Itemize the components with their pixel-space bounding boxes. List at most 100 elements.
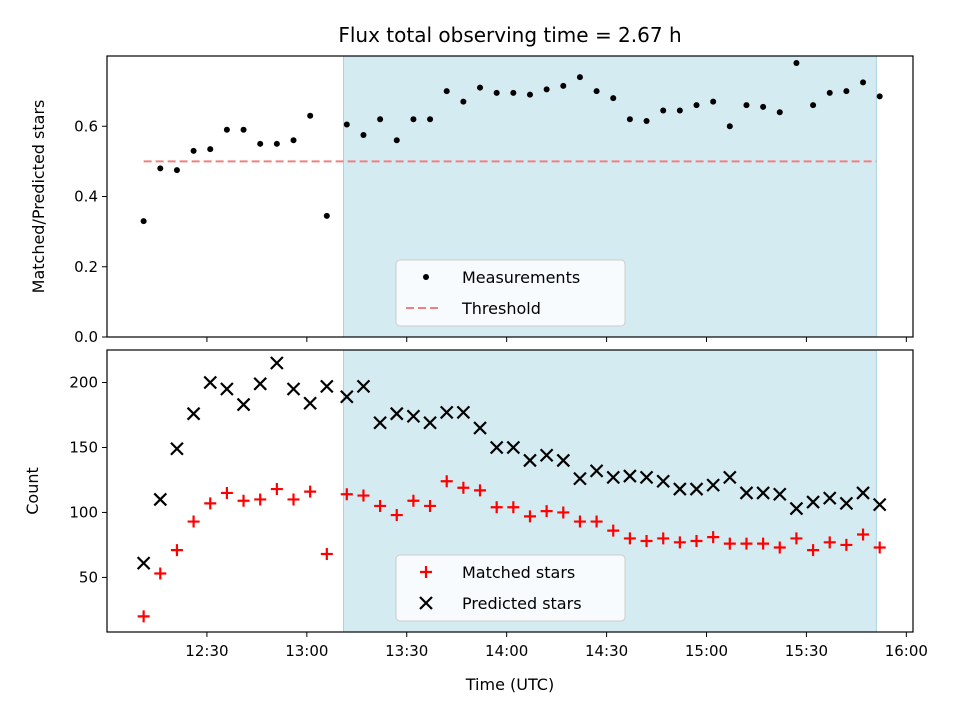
data-point	[507, 501, 520, 514]
y-axis-label: Matched/Predicted stars	[29, 100, 48, 294]
panels: 0.0 0.2 0.4 0.6 Matched/Predicted stars Measu…	[23, 55, 928, 660]
data-point	[623, 469, 637, 483]
y-tick-label: 0.2	[74, 258, 98, 276]
legend-box	[395, 259, 626, 327]
data-point	[556, 453, 571, 468]
data-point	[290, 137, 297, 144]
data-point	[573, 515, 586, 528]
data-point	[460, 98, 467, 105]
data-point	[443, 88, 450, 95]
legend-marker	[419, 596, 433, 610]
data-point	[823, 536, 836, 549]
data-point	[710, 98, 717, 105]
data-point	[740, 537, 753, 550]
data-point	[590, 515, 603, 528]
data-point	[693, 102, 700, 109]
x-tick-label: 13:00	[285, 642, 328, 660]
x-tick-label: 16:00	[885, 642, 928, 660]
data-point	[424, 499, 437, 512]
data-point	[423, 415, 437, 430]
data-point	[639, 470, 654, 485]
data-point	[170, 544, 183, 557]
data-point	[839, 496, 854, 511]
data-point	[726, 123, 733, 130]
data-point	[560, 82, 567, 89]
data-point	[304, 485, 317, 498]
y-tick-label: 0.4	[74, 188, 98, 206]
data-point	[810, 102, 817, 109]
x-tick-label: 15:30	[785, 642, 828, 660]
data-point	[270, 356, 284, 370]
data-point	[876, 93, 883, 100]
y-tick-label: 100	[69, 503, 98, 521]
data-point	[307, 112, 314, 119]
data-point	[270, 483, 283, 496]
data-point	[410, 116, 417, 123]
data-point	[656, 474, 670, 489]
data-point	[489, 440, 504, 455]
data-point	[707, 531, 720, 544]
data-point	[790, 532, 803, 545]
data-point	[857, 528, 870, 541]
data-point	[756, 486, 770, 500]
data-point	[739, 486, 754, 500]
data-point	[173, 167, 180, 174]
series-plus	[137, 475, 886, 623]
data-point	[237, 494, 250, 507]
panel-2: 50 100 150 200 12:30 13:00 13:30 14:00 14:30 15:0…	[23, 349, 928, 660]
data-point	[220, 382, 234, 396]
y-tick-label: 0.0	[74, 328, 98, 346]
data-point	[856, 486, 870, 500]
data-point	[490, 501, 503, 514]
data-point	[477, 84, 484, 91]
data-point	[456, 405, 471, 420]
data-point	[373, 415, 387, 430]
series-dot	[140, 60, 883, 225]
data-point	[626, 116, 633, 123]
x-tick-label: 14:30	[585, 642, 628, 660]
chart-title: Flux total observing time = 2.67 h	[338, 23, 681, 47]
y-tick-label: 50	[79, 568, 98, 586]
legend-box	[395, 554, 626, 622]
x-tick-label: 13:30	[385, 642, 428, 660]
data-point	[593, 88, 600, 95]
data-point	[320, 379, 334, 394]
data-point	[539, 448, 554, 463]
data-point	[320, 548, 333, 561]
data-point	[623, 532, 636, 545]
legend: Measurements Threshold	[395, 259, 626, 327]
data-point	[523, 453, 537, 468]
data-point	[743, 102, 750, 109]
data-point	[257, 140, 264, 147]
data-point	[253, 377, 267, 391]
data-point	[473, 421, 487, 435]
data-point	[723, 537, 736, 550]
data-point	[207, 146, 214, 153]
legend: Matched stars Predicted stars	[395, 554, 626, 622]
data-point	[240, 126, 247, 133]
data-point	[203, 375, 218, 390]
data-point	[723, 470, 737, 485]
data-point	[607, 524, 620, 537]
data-point	[360, 132, 367, 139]
y-tick-label: 150	[69, 438, 98, 456]
data-point	[640, 535, 653, 548]
data-point	[843, 88, 850, 95]
data-point	[439, 405, 454, 420]
data-point	[303, 396, 317, 411]
panel-1: 0.0 0.2 0.4 0.6 Matched/Predicted stars Measu…	[29, 55, 914, 346]
data-point	[506, 440, 521, 455]
data-point	[190, 147, 197, 154]
data-point	[157, 165, 164, 172]
data-point	[510, 89, 517, 96]
y-axis-label: Count	[23, 467, 42, 515]
data-point	[576, 74, 583, 81]
data-point	[140, 218, 147, 225]
axes-frame	[106, 349, 914, 633]
data-point	[840, 538, 853, 551]
data-point	[822, 491, 837, 505]
data-point	[589, 464, 604, 478]
legend-marker	[423, 274, 429, 280]
data-point	[357, 489, 370, 502]
data-point	[457, 481, 470, 494]
